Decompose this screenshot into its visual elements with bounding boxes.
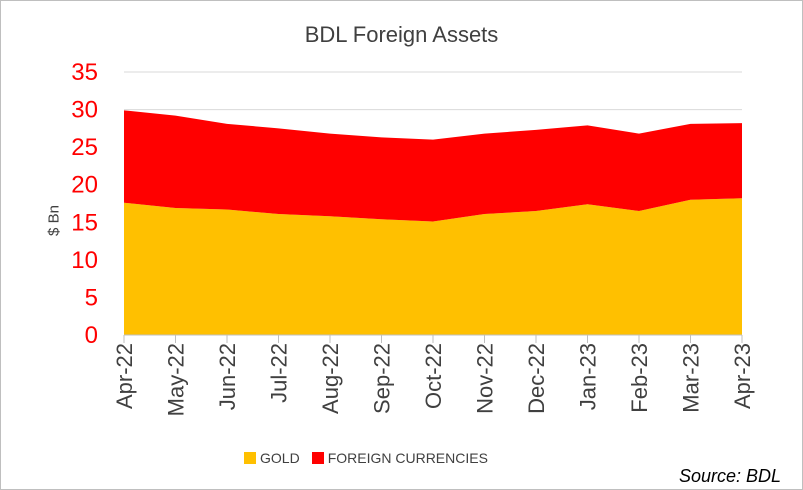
legend-item-foreign-currencies: FOREIGN CURRENCIES	[311, 450, 488, 466]
x-tick-label: Jan-23	[576, 343, 601, 410]
y-tick-label: 25	[71, 134, 98, 161]
y-tick-label: 10	[71, 247, 98, 274]
y-tick-label: 0	[85, 322, 98, 349]
x-tick-label: Dec-22	[524, 343, 549, 414]
x-tick-label: Oct-22	[421, 343, 446, 409]
x-tick-label: Jun-22	[215, 343, 240, 410]
y-tick-label: 35	[71, 59, 98, 86]
y-tick-label: 5	[85, 284, 98, 311]
chart-title: BDL Foreign Assets	[304, 22, 499, 47]
x-tick-label: Feb-23	[627, 343, 652, 413]
legend-swatch-foreign-currencies	[311, 452, 324, 464]
x-tick-label: Aug-22	[318, 343, 343, 414]
area-foreign-currencies	[124, 110, 742, 222]
y-tick-label: 15	[71, 209, 98, 236]
x-tick-label: Mar-23	[679, 343, 704, 413]
legend: GOLD FOREIGN CURRENCIES	[244, 450, 500, 466]
x-tick-label: Apr-22	[112, 343, 137, 409]
area-gold	[124, 198, 742, 335]
x-tick-label: Sep-22	[370, 343, 395, 414]
legend-label-gold: GOLD	[260, 450, 300, 466]
x-tick-label: Jul-22	[267, 343, 292, 403]
legend-swatch-gold	[244, 452, 256, 464]
source-note: Source: BDL	[678, 466, 781, 486]
x-tick-label: Apr-23	[730, 343, 755, 409]
legend-label-foreign-currencies: FOREIGN CURRENCIES	[327, 450, 488, 466]
y-tick-label: 20	[71, 172, 98, 199]
x-tick-label: Nov-22	[473, 343, 498, 414]
y-tick-label: 30	[71, 97, 98, 124]
legend-item-gold: GOLD	[244, 450, 300, 466]
x-tick-label: May-22	[164, 343, 189, 416]
